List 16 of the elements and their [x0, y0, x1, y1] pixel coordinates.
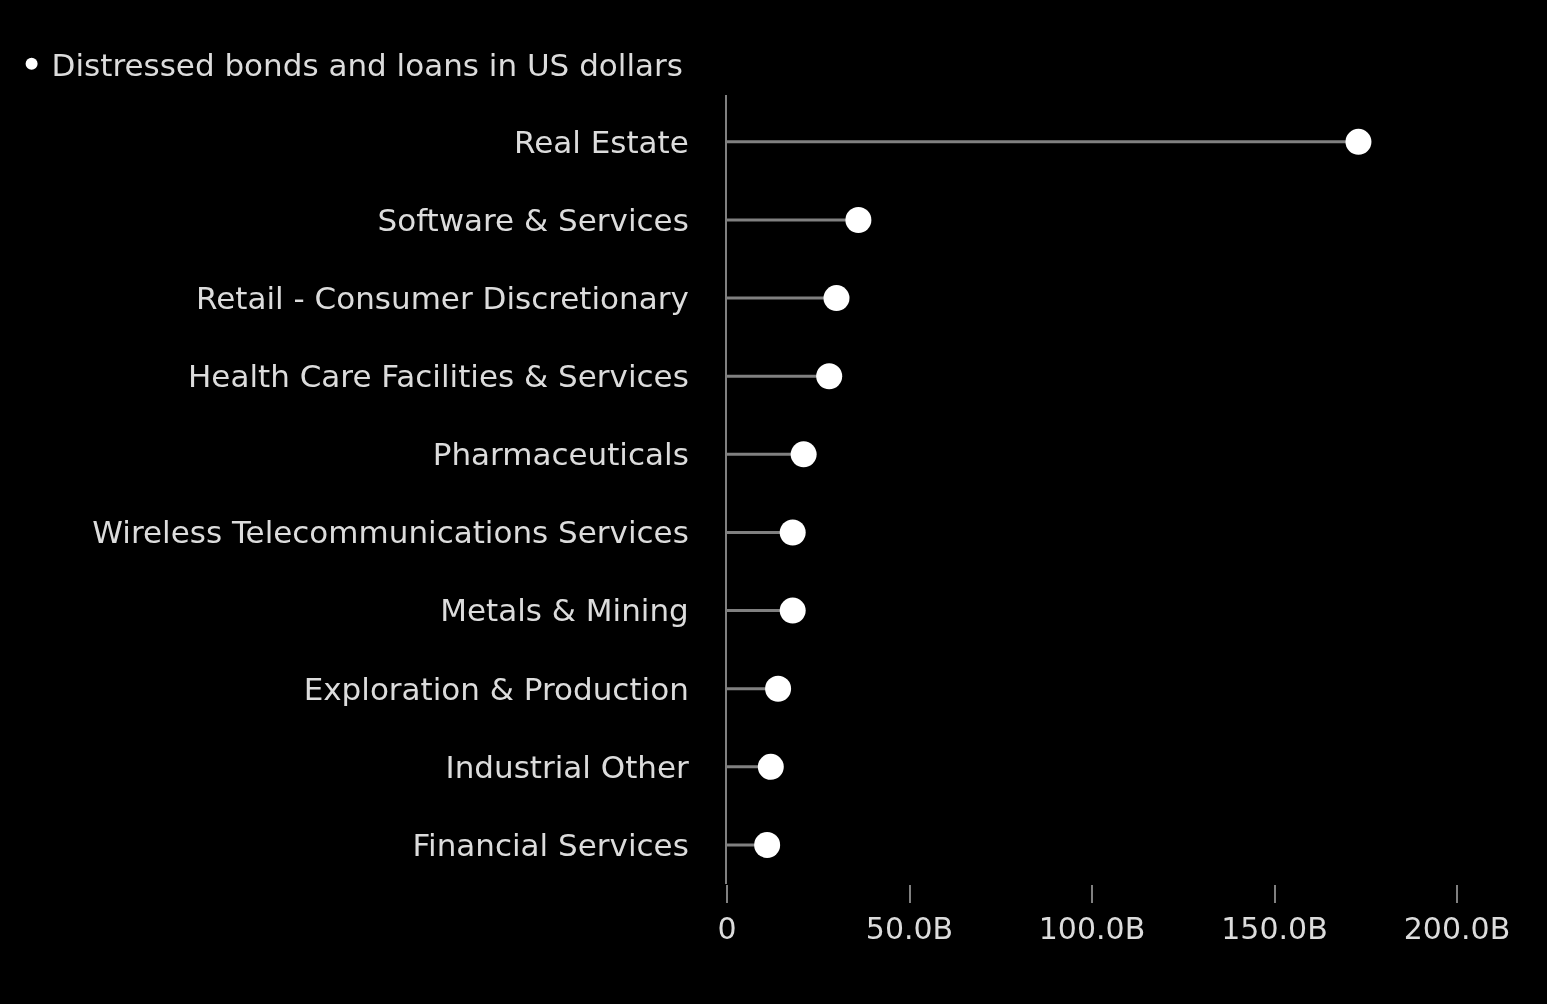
y-tick-label: Wireless Telecommunications Services	[92, 514, 689, 551]
y-tick-label: Financial Services	[412, 826, 689, 863]
y-tick-label: Exploration & Production	[303, 670, 689, 707]
y-tick-label: Industrial Other	[445, 748, 690, 785]
x-tick-label: 0	[717, 911, 737, 946]
x-tick-label: 150.0B	[1221, 911, 1328, 946]
y-tick-label: Software & Services	[377, 201, 689, 238]
y-tick-label: Real Estate	[513, 123, 689, 160]
x-tick-label: 200.0B	[1403, 911, 1511, 946]
legend-label: Distressed bonds and loans in US dollars	[51, 46, 683, 83]
y-tick-label: Retail - Consumer Discretionary	[196, 279, 689, 316]
x-tick-label: 100.0B	[1038, 911, 1146, 946]
y-tick-label: Health Care Facilities & Services	[188, 358, 689, 395]
y-tick-label: Pharmaceuticals	[432, 436, 689, 473]
y-tick-label: Metals & Mining	[440, 592, 689, 629]
x-tick-label: 50.0B	[865, 911, 954, 946]
